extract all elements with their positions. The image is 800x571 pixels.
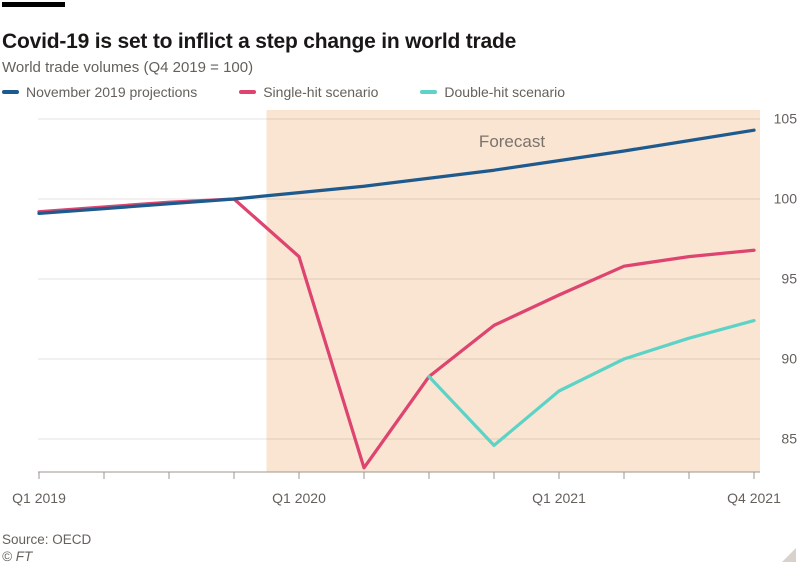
forecast-band-label: Forecast (478, 132, 546, 151)
chart-legend: November 2019 projections Single-hit sce… (2, 84, 565, 100)
x-axis-label-0: Q1 2019 (12, 490, 66, 506)
legend-swatch-projections-icon (2, 90, 19, 94)
legend-swatch-single-hit-icon (239, 90, 257, 94)
legend-label-double-hit: Double-hit scenario (444, 84, 566, 100)
x-axis-label-4: Q1 2020 (272, 490, 326, 506)
legend-item-projections: November 2019 projections (2, 84, 197, 100)
x-axis-label-11: Q4 2021 (727, 490, 781, 506)
x-axis-label-8: Q1 2021 (532, 490, 586, 506)
source-note: Source: OECD (2, 532, 92, 547)
legend-label-projections: November 2019 projections (26, 84, 198, 100)
y-axis-label-100: 100 (774, 191, 798, 207)
legend-label-single-hit: Single-hit scenario (263, 84, 379, 100)
forecast-band (266, 110, 760, 472)
chart-subtitle: World trade volumes (Q4 2019 = 100) (2, 59, 254, 76)
copyright-note: © FT (2, 549, 33, 564)
legend-swatch-double-hit-icon (420, 90, 438, 94)
legend-item-double-hit: Double-hit scenario (420, 84, 565, 100)
legend-item-single-hit: Single-hit scenario (239, 84, 378, 100)
y-axis-label-105: 105 (774, 111, 798, 127)
ft-top-bar (2, 2, 65, 7)
y-axis-label-95: 95 (781, 271, 797, 287)
series-line-2 (37, 128, 756, 216)
y-axis-label-90: 90 (781, 351, 797, 367)
y-axis-label-85: 85 (781, 431, 797, 447)
resize-corner-icon (782, 548, 796, 562)
series-line-1 (427, 318, 756, 448)
chart-title: Covid-19 is set to inflict a step change… (2, 30, 517, 54)
